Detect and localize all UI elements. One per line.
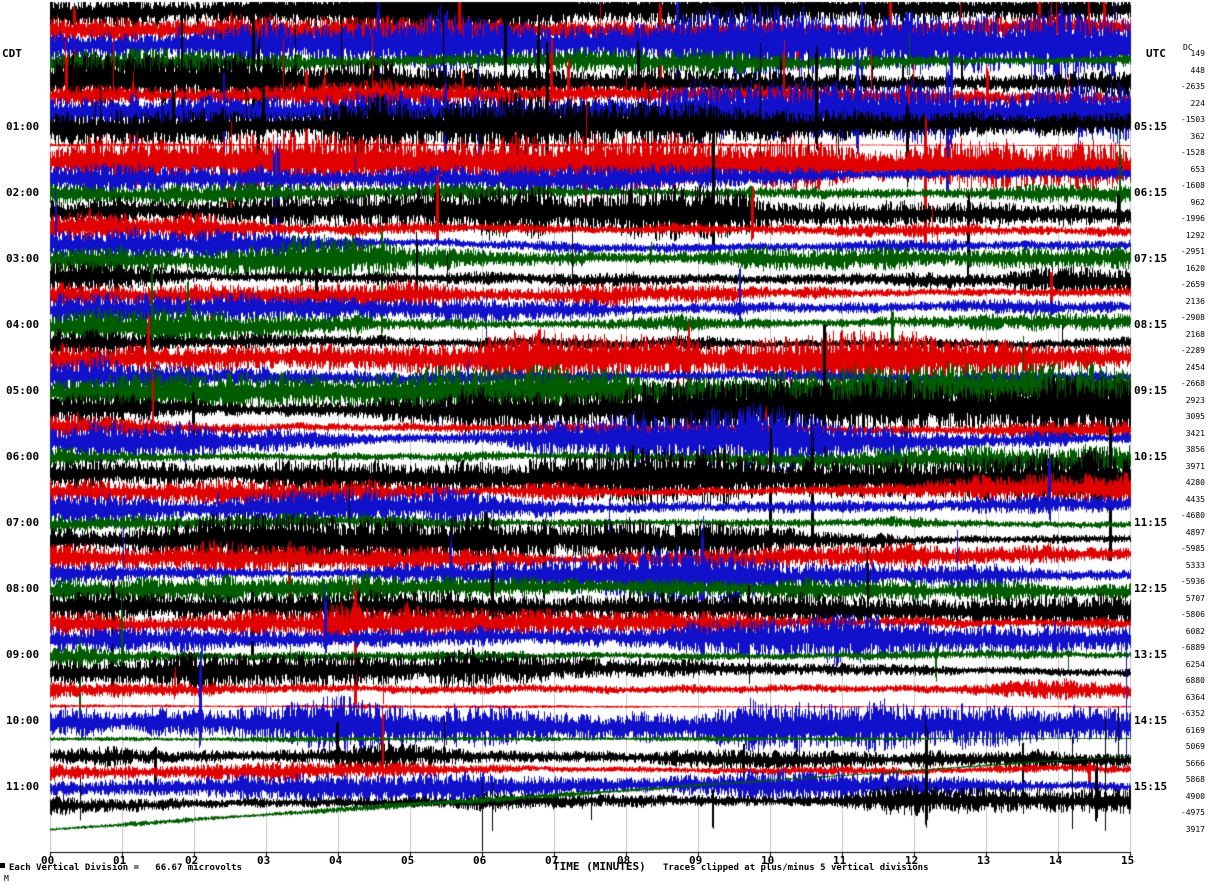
dc-offset-value: -2668 bbox=[1180, 379, 1205, 388]
left-time-label: 06:00 bbox=[6, 450, 40, 463]
dc-offset-value: 4280 bbox=[1185, 478, 1205, 487]
dc-offset-value: 4897 bbox=[1185, 527, 1205, 537]
dc-offset-value: 1292 bbox=[1185, 230, 1205, 240]
dc-offset-value: -2659 bbox=[1180, 280, 1205, 289]
x-tick-label: 00 bbox=[41, 854, 55, 867]
right-timezone-label: UTC bbox=[1146, 47, 1166, 60]
corner-label: M bbox=[4, 874, 9, 883]
dc-offset-value: 4900 bbox=[1185, 791, 1205, 801]
left-time-label: 11:00 bbox=[6, 780, 40, 793]
x-tick-label: 08 bbox=[617, 854, 631, 867]
x-tick-label: 04 bbox=[329, 854, 343, 867]
dc-offset-value: -4680 bbox=[1180, 511, 1205, 520]
dc-offset-value: 3421 bbox=[1185, 428, 1205, 438]
dc-offset-value: -4975 bbox=[1180, 808, 1205, 817]
right-time-label: 05:15 bbox=[1134, 120, 1168, 133]
dc-offset-value: 5868 bbox=[1185, 775, 1205, 784]
dc-offset-value: 962 bbox=[1190, 197, 1205, 207]
dc-offset-value: -6352 bbox=[1180, 709, 1205, 718]
dc-offset-value: 362 bbox=[1190, 131, 1205, 141]
x-tick-label: 02 bbox=[185, 854, 199, 867]
x-tick-label: 12 bbox=[905, 854, 919, 867]
dc-offset-value: -1608 bbox=[1180, 181, 1205, 190]
vertical-division-label: Each Vertical Division = 66.67 microvolt… bbox=[9, 863, 242, 873]
left-time-label: 08:00 bbox=[6, 582, 40, 595]
dc-offset-value: -1996 bbox=[1180, 214, 1205, 223]
dc-offset-value: 4435 bbox=[1185, 494, 1205, 504]
right-time-label: 10:15 bbox=[1134, 450, 1168, 463]
left-time-label: 07:00 bbox=[6, 516, 40, 529]
x-tick-label: 11 bbox=[833, 854, 847, 867]
x-tick-label: 01 bbox=[113, 854, 127, 867]
left-time-label: 03:00 bbox=[6, 252, 40, 265]
dc-offset-value: 3971 bbox=[1185, 461, 1205, 471]
dc-offset-value: 448 bbox=[1190, 65, 1205, 75]
dc-offset-value: 2136 bbox=[1185, 296, 1205, 306]
dc-offset-value: -2908 bbox=[1180, 313, 1205, 322]
dc-column-header: DC bbox=[1183, 43, 1193, 52]
dc-offset-value: 5069 bbox=[1185, 742, 1205, 751]
dc-offset-value: -6889 bbox=[1180, 643, 1205, 652]
right-time-label: 12:15 bbox=[1134, 582, 1168, 595]
clip-note-label: Traces clipped at plus/minus 5 vertical … bbox=[663, 863, 929, 873]
dc-offset-value: 224 bbox=[1190, 98, 1205, 108]
x-axis-title: TIME (MINUTES) bbox=[553, 860, 646, 873]
left-time-label: 04:00 bbox=[6, 318, 40, 331]
dc-offset-value: 3917 bbox=[1185, 824, 1205, 834]
x-tick-label: 05 bbox=[401, 854, 415, 867]
right-time-label: 06:15 bbox=[1134, 186, 1168, 199]
right-time-label: 08:15 bbox=[1134, 318, 1168, 331]
dc-offset-value: 5333 bbox=[1185, 560, 1205, 570]
dc-offset-value: 3095 bbox=[1185, 412, 1205, 421]
x-tick-label: 14 bbox=[1049, 854, 1063, 867]
x-tick-label: 15 bbox=[1121, 854, 1135, 867]
left-time-label: 05:00 bbox=[6, 384, 40, 397]
x-tick-label: 10 bbox=[761, 854, 775, 867]
dc-offset-value: -5985 bbox=[1180, 544, 1205, 553]
right-time-label: 09:15 bbox=[1134, 384, 1168, 397]
right-time-label: 11:15 bbox=[1134, 516, 1168, 529]
dc-offset-value: -5806 bbox=[1180, 610, 1205, 619]
right-time-label: 15:15 bbox=[1134, 780, 1168, 793]
left-time-label: 10:00 bbox=[6, 714, 40, 727]
dc-offset-value: 6169 bbox=[1185, 725, 1205, 735]
dc-offset-value: 2168 bbox=[1185, 329, 1205, 339]
right-time-label: 07:15 bbox=[1134, 252, 1168, 265]
left-time-label: 02:00 bbox=[6, 186, 40, 199]
dc-offset-value: 6254 bbox=[1185, 659, 1205, 669]
dc-offset-value: -2289 bbox=[1180, 346, 1205, 355]
dc-offset-value: -1503 bbox=[1180, 115, 1205, 124]
dc-offset-value: 2923 bbox=[1185, 395, 1205, 405]
dc-offset-value: -1528 bbox=[1180, 148, 1205, 157]
right-time-label: 14:15 bbox=[1134, 714, 1168, 727]
dc-offset-value: 6364 bbox=[1185, 692, 1205, 702]
x-tick-label: 06 bbox=[473, 854, 487, 867]
x-tick-label: 07 bbox=[545, 854, 559, 867]
dc-offset-value: 653 bbox=[1190, 164, 1205, 174]
right-time-label: 13:15 bbox=[1134, 648, 1168, 661]
dc-offset-value: -5936 bbox=[1180, 577, 1205, 586]
left-time-label: 01:00 bbox=[6, 120, 40, 133]
dc-offset-value: 6082 bbox=[1185, 626, 1205, 636]
x-tick-label: 09 bbox=[689, 854, 703, 867]
footer-bullet bbox=[0, 863, 5, 868]
left-timezone-label: CDT bbox=[2, 47, 22, 60]
dc-offset-value: 3856 bbox=[1185, 445, 1205, 454]
dc-offset-value: 2454 bbox=[1185, 362, 1205, 372]
left-time-label: 09:00 bbox=[6, 648, 40, 661]
dc-offset-value: 5666 bbox=[1185, 758, 1205, 768]
dc-offset-value: -2951 bbox=[1180, 247, 1205, 256]
dc-offset-value: 5707 bbox=[1185, 593, 1205, 603]
dc-offset-value: 1620 bbox=[1185, 263, 1205, 273]
dc-offset-value: 6880 bbox=[1185, 676, 1205, 685]
x-tick-label: 13 bbox=[977, 854, 991, 867]
dc-offset-value: 149 bbox=[1190, 49, 1205, 58]
dc-offset-value: -2635 bbox=[1180, 82, 1205, 91]
x-tick-label: 03 bbox=[257, 854, 271, 867]
